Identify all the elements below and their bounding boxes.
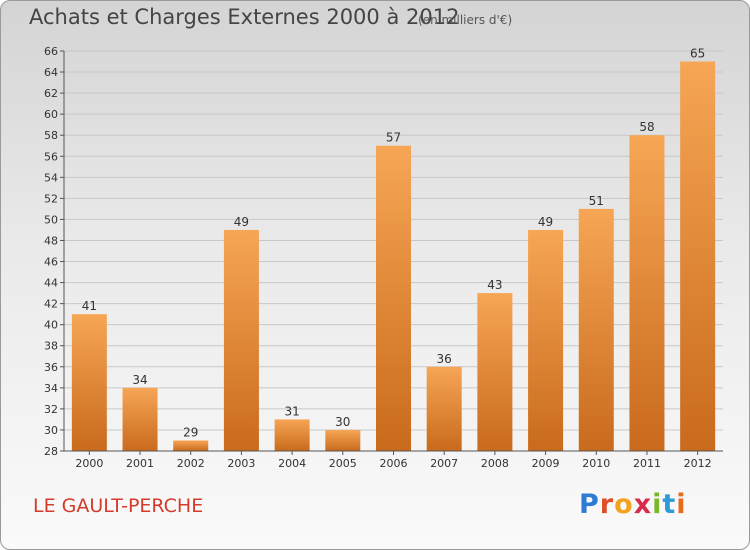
y-tick-label-30: 30 bbox=[44, 424, 58, 437]
value-label-2007: 36 bbox=[437, 352, 452, 366]
y-tick-label-54: 54 bbox=[44, 171, 58, 184]
bar-2007 bbox=[426, 366, 462, 451]
y-tick-label-34: 34 bbox=[44, 382, 58, 395]
y-tick-label-28: 28 bbox=[44, 445, 58, 458]
bar-2008 bbox=[477, 293, 513, 451]
bar-2000 bbox=[71, 314, 107, 451]
y-tick-label-50: 50 bbox=[44, 213, 58, 226]
x-tick-label-2012: 2012 bbox=[684, 457, 712, 470]
value-label-2006: 57 bbox=[386, 131, 401, 145]
logo-letter: t bbox=[662, 489, 677, 520]
value-label-2002: 29 bbox=[183, 425, 198, 439]
logo-letter: P bbox=[579, 489, 600, 520]
bar-2005 bbox=[325, 429, 361, 451]
logo-letter: o bbox=[614, 489, 634, 520]
y-tick-label-40: 40 bbox=[44, 319, 58, 332]
bar-2010 bbox=[578, 208, 614, 451]
value-label-2008: 43 bbox=[487, 278, 502, 292]
value-label-2012: 65 bbox=[690, 47, 705, 61]
value-label-2011: 58 bbox=[639, 120, 654, 134]
x-tick-label-2003: 2003 bbox=[227, 457, 255, 470]
logo-letter: x bbox=[633, 489, 653, 520]
y-tick-label-52: 52 bbox=[44, 192, 58, 205]
y-tick-label-46: 46 bbox=[44, 256, 58, 269]
chart-subtitle: (en milliers d'€) bbox=[418, 13, 513, 27]
x-tick-label-2007: 2007 bbox=[430, 457, 458, 470]
proxiti-logo: Proxiti bbox=[579, 489, 687, 520]
x-tick-label-2006: 2006 bbox=[380, 457, 408, 470]
bar-2009 bbox=[528, 229, 564, 451]
y-tick-label-38: 38 bbox=[44, 340, 58, 353]
x-tick-label-2001: 2001 bbox=[126, 457, 154, 470]
value-label-2009: 49 bbox=[538, 215, 553, 229]
y-tick-label-56: 56 bbox=[44, 150, 58, 163]
logo-letter: r bbox=[599, 489, 615, 520]
logo-letter: i bbox=[676, 489, 687, 520]
x-tick-label-2005: 2005 bbox=[329, 457, 357, 470]
value-label-2005: 30 bbox=[335, 415, 350, 429]
bar-2003 bbox=[223, 229, 259, 451]
value-label-2010: 51 bbox=[589, 194, 604, 208]
logo-letter: i bbox=[652, 489, 663, 520]
value-label-2004: 31 bbox=[284, 404, 299, 418]
bar-2001 bbox=[122, 387, 158, 451]
bar-2004 bbox=[274, 419, 310, 451]
bar-2006 bbox=[376, 145, 411, 451]
value-label-2000: 41 bbox=[82, 299, 97, 313]
y-tick-label-44: 44 bbox=[44, 277, 58, 290]
x-tick-label-2009: 2009 bbox=[532, 457, 560, 470]
town-name: LE GAULT-PERCHE bbox=[33, 495, 204, 517]
y-tick-label-66: 66 bbox=[44, 45, 58, 58]
bar-2012 bbox=[680, 61, 716, 452]
y-tick-label-60: 60 bbox=[44, 108, 58, 121]
y-tick-label-62: 62 bbox=[44, 87, 58, 100]
chart-title: Achats et Charges Externes 2000 à 2012 bbox=[29, 5, 460, 29]
x-tick-label-2000: 2000 bbox=[75, 457, 103, 470]
x-tick-label-2004: 2004 bbox=[278, 457, 306, 470]
x-tick-label-2010: 2010 bbox=[582, 457, 610, 470]
y-tick-label-42: 42 bbox=[44, 298, 58, 311]
y-tick-label-48: 48 bbox=[44, 234, 58, 247]
value-label-2003: 49 bbox=[234, 215, 249, 229]
y-tick-label-32: 32 bbox=[44, 403, 58, 416]
y-tick-label-58: 58 bbox=[44, 129, 58, 142]
y-tick-label-36: 36 bbox=[44, 361, 58, 374]
y-tick-label-64: 64 bbox=[44, 66, 58, 79]
x-tick-label-2011: 2011 bbox=[633, 457, 661, 470]
bar-2011 bbox=[629, 135, 665, 452]
bar-2002 bbox=[173, 440, 209, 451]
value-label-2001: 34 bbox=[132, 373, 147, 387]
x-tick-label-2002: 2002 bbox=[177, 457, 205, 470]
x-tick-label-2008: 2008 bbox=[481, 457, 509, 470]
